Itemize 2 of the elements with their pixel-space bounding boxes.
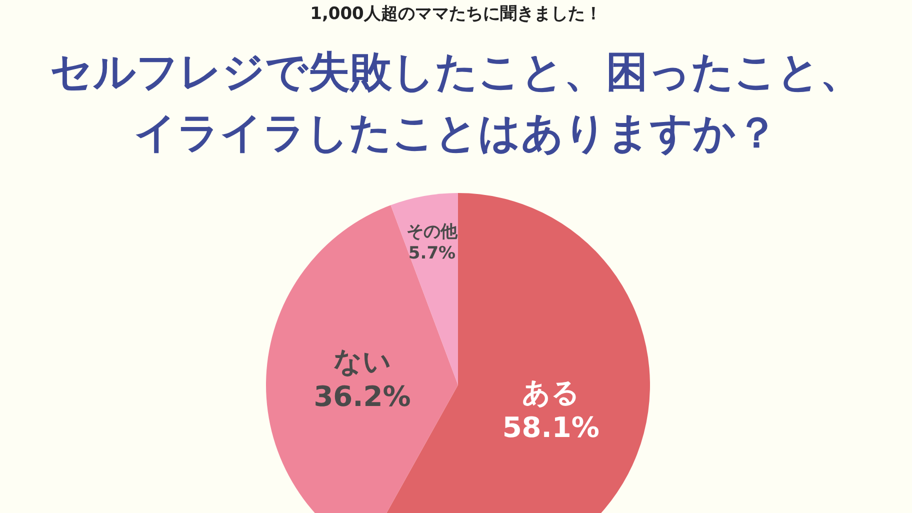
chart-subtitle: 1,000人超のママたちに聞きました！ <box>309 3 603 25</box>
chart-title: セルフレジで失敗したこと、困ったこと、イライラしたことはありますか？ <box>49 46 863 159</box>
